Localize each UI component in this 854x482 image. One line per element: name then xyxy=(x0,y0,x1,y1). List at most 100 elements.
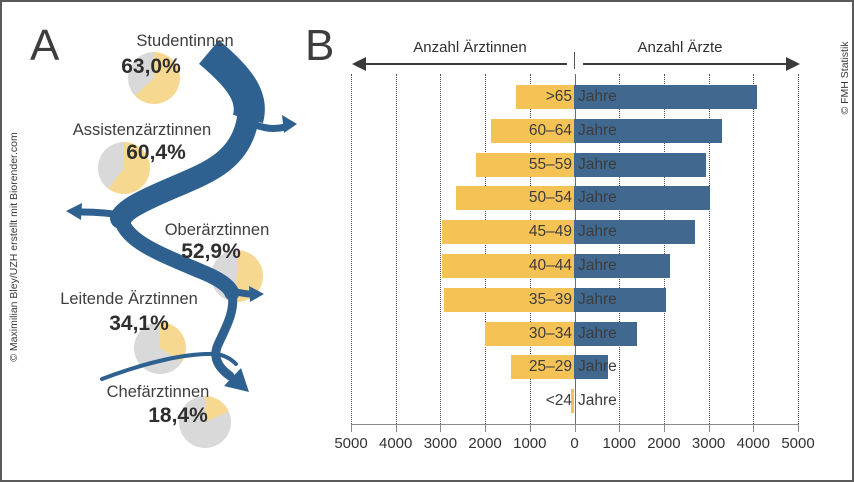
x-axis-tick xyxy=(440,424,442,432)
stage-percentage: 18,4% xyxy=(148,404,208,427)
panel-a-label: A xyxy=(30,21,60,70)
right-axis-title: Anzahl Ärzte xyxy=(637,39,723,56)
bar-men xyxy=(574,220,695,245)
bar-women xyxy=(491,118,574,143)
x-axis-tick xyxy=(708,424,710,432)
gridline xyxy=(485,74,487,424)
x-axis-tick xyxy=(485,424,487,432)
age-suffix-label: Jahre xyxy=(578,392,617,410)
branch-arrow-right-1 xyxy=(240,116,289,132)
x-axis-tick xyxy=(663,424,665,432)
bar-women xyxy=(442,254,574,278)
pie-chart xyxy=(179,396,231,448)
arrowhead-final-icon xyxy=(224,368,249,392)
x-tick-label: 0 xyxy=(570,435,579,452)
x-axis-tick xyxy=(753,424,755,432)
bar-men xyxy=(574,118,722,143)
age-suffix-label: Jahre xyxy=(578,88,617,105)
stage-label: Studentinnen xyxy=(136,32,234,50)
left-arrow-head-icon xyxy=(352,57,366,71)
x-tick-label: 4000 xyxy=(379,435,413,452)
age-range-label: 55–59 xyxy=(528,155,572,173)
bar-women xyxy=(511,355,574,380)
panel-b-label: B xyxy=(305,21,335,70)
stage-percentage: 34,1% xyxy=(109,312,169,335)
age-range-label: 35–39 xyxy=(528,290,572,308)
header-center-tick xyxy=(574,52,575,69)
age-range-label: 25–29 xyxy=(528,358,572,376)
x-axis-tick xyxy=(574,424,576,432)
x-tick-label: 2000 xyxy=(468,435,502,452)
x-tick-label: 2000 xyxy=(647,435,681,452)
pipeline-river-diagram xyxy=(66,40,297,392)
x-tick-label: 5000 xyxy=(781,435,815,452)
zero-gridline xyxy=(574,74,576,424)
x-tick-label: 3000 xyxy=(423,435,458,452)
bar-men xyxy=(574,355,608,380)
stage-label: Chefärztinnen xyxy=(106,383,210,401)
arrowhead-left-icon xyxy=(66,203,82,220)
river-segment-3 xyxy=(113,210,240,301)
age-range-label: 45–49 xyxy=(528,223,572,241)
population-pyramid-chart: 5000 4000 3000 2000 1000 0 1000 2000 3000 4000 500… xyxy=(334,74,815,452)
gridline xyxy=(619,74,621,424)
bar-women xyxy=(444,287,574,312)
x-axis-tick xyxy=(529,424,531,432)
gridline xyxy=(440,74,442,424)
bar-men xyxy=(574,287,666,312)
bar-women xyxy=(455,186,574,211)
age-range-label: >65 xyxy=(545,88,572,105)
x-axis-tick xyxy=(619,424,621,432)
x-axis-tick xyxy=(395,424,397,432)
credit-right-text: © FMH Statistik xyxy=(839,41,851,115)
bar-women xyxy=(571,389,574,414)
stage-label: Leitende Ärztinnen xyxy=(60,290,198,308)
gridline xyxy=(708,74,710,424)
age-suffix-label: Jahre xyxy=(578,290,617,308)
age-suffix-label: Jahre xyxy=(578,324,617,342)
river-segment-4 xyxy=(211,288,238,381)
arrowhead-right-1-icon xyxy=(282,115,297,133)
gridline xyxy=(529,74,531,424)
x-axis-tick xyxy=(798,424,799,432)
stage-percentage: 52,9% xyxy=(181,240,241,263)
right-arrow-head-icon xyxy=(786,57,800,71)
arrowhead-right-2-icon xyxy=(249,286,264,302)
stage-label: Assistenzärztinnen xyxy=(72,121,212,139)
gridline xyxy=(395,74,397,424)
age-range-label: 60–64 xyxy=(528,121,572,139)
gridline xyxy=(753,74,755,424)
age-range-label: 30–34 xyxy=(528,324,572,342)
leak-arc xyxy=(100,351,238,381)
age-suffix-label: Jahre xyxy=(578,155,617,173)
gridline xyxy=(351,74,352,424)
bar-men xyxy=(574,254,671,278)
age-range-label: 40–44 xyxy=(528,257,572,274)
right-arrow-line xyxy=(583,63,788,65)
age-suffix-label: Jahre xyxy=(578,223,617,241)
x-tick-label: 4000 xyxy=(736,435,770,452)
x-axis-tick xyxy=(351,424,352,432)
age-range-label: <24 xyxy=(545,392,572,410)
age-suffix-label: Jahre xyxy=(578,121,617,139)
bar-women xyxy=(515,85,574,109)
bar-men xyxy=(574,186,711,211)
age-suffix-label: Jahre xyxy=(578,189,617,207)
pie-chart xyxy=(128,52,180,104)
bar-women xyxy=(475,152,574,177)
x-tick-label: 1000 xyxy=(602,435,636,452)
x-tick-label: 1000 xyxy=(513,435,547,452)
bar-men xyxy=(574,85,758,109)
age-suffix-label: Jahre xyxy=(578,358,617,376)
bar-men xyxy=(574,321,637,346)
river-segment-2 xyxy=(110,107,259,229)
bar-women xyxy=(442,220,574,245)
branch-arrow-right-2 xyxy=(224,286,255,298)
left-axis-title: Anzahl Ärztinnen xyxy=(413,39,527,56)
age-range-label: 50–54 xyxy=(528,189,572,207)
bar-men xyxy=(574,152,706,177)
x-tick-label: 3000 xyxy=(691,435,726,452)
left-arrow-line xyxy=(362,63,567,65)
pie-chart xyxy=(98,142,150,194)
